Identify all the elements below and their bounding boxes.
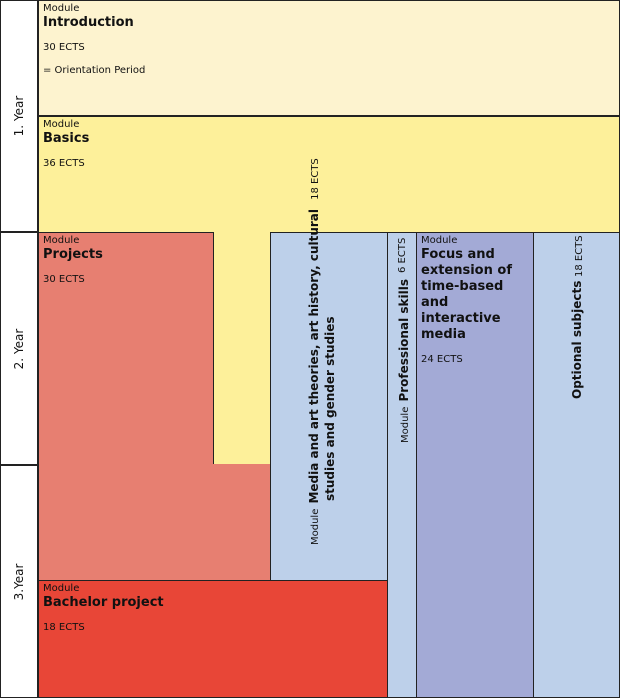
projects-extension — [212, 464, 271, 581]
basics-module-label: Module — [43, 119, 80, 130]
module-projects: Module Projects 30 ECTS — [38, 232, 214, 581]
module-introduction: Module Introduction 30 ECTS = Orientatio… — [38, 0, 620, 116]
projects-ects: 30 ECTS — [43, 274, 85, 285]
year-3-label: 3.Year — [12, 563, 26, 600]
focus-title-line3: time-based and — [421, 279, 504, 310]
professional-title: Professional skills — [397, 279, 411, 402]
introduction-title: Introduction — [43, 15, 134, 30]
module-focus: Module Focus and extension of time-based… — [416, 232, 534, 698]
introduction-note: = Orientation Period — [43, 65, 146, 76]
focus-title-line4: interactive media — [421, 311, 501, 342]
focus-module-label: Module — [421, 235, 458, 246]
media-module-label: Module — [310, 508, 321, 545]
media-title-line1: Media and art theories, art history, cul… — [307, 208, 321, 504]
media-ects: 18 ECTS — [310, 158, 321, 200]
year-2-label-cell: 2. Year — [0, 232, 38, 465]
focus-title-line1: Focus and — [421, 247, 495, 262]
year-3-label-cell: 3.Year — [0, 465, 38, 698]
media-title-line2: studies and gender studies — [323, 316, 337, 502]
bachelor-ects: 18 ECTS — [43, 622, 85, 633]
basics-title: Basics — [43, 131, 90, 146]
projects-module-label: Module — [43, 235, 80, 246]
professional-module-label: Module — [400, 406, 411, 443]
year-1-label-cell: 1. Year — [0, 0, 38, 232]
introduction-module-label: Module — [43, 3, 80, 14]
bachelor-title: Bachelor project — [43, 595, 164, 610]
year-2-label: 2. Year — [12, 328, 26, 369]
basics-stem — [213, 232, 271, 465]
module-media-theories: Module Media and art theories, art histo… — [270, 158, 388, 581]
introduction-ects: 30 ECTS — [43, 42, 85, 53]
module-professional-skills: Module Professional skills 6 ECTS — [387, 232, 417, 698]
optional-ects: 18 ECTS — [574, 235, 585, 277]
basics-ects: 36 ECTS — [43, 158, 85, 169]
module-basics: Module Basics 36 ECTS — [38, 116, 620, 233]
focus-title-line2: extension of — [421, 263, 512, 278]
module-optional-subjects: Optional subjects 18 ECTS — [533, 232, 620, 698]
bachelor-module-label: Module — [43, 583, 80, 594]
projects-title: Projects — [43, 247, 103, 262]
optional-title: Optional subjects — [570, 280, 584, 399]
professional-ects: 6 ECTS — [397, 237, 408, 273]
year-1-label: 1. Year — [12, 95, 26, 137]
module-bachelor-project: Module Bachelor project 18 ECTS — [38, 580, 388, 698]
focus-ects: 24 ECTS — [421, 354, 463, 365]
